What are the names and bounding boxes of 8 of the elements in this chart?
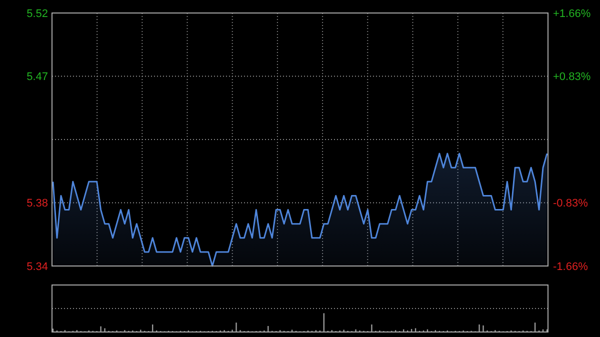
y2-tick-label: +0.83% [553,71,591,84]
y-tick-label: 5.52 [26,8,48,20]
y2-tick-label: -1.66% [553,260,588,273]
y2-tick-label: +1.66% [553,8,591,20]
y2-tick-label: -0.83% [553,198,588,210]
y-tick-label: 5.38 [26,198,48,210]
y-tick-label: 5.34 [26,260,48,273]
y-tick-label: 5.47 [26,71,48,84]
